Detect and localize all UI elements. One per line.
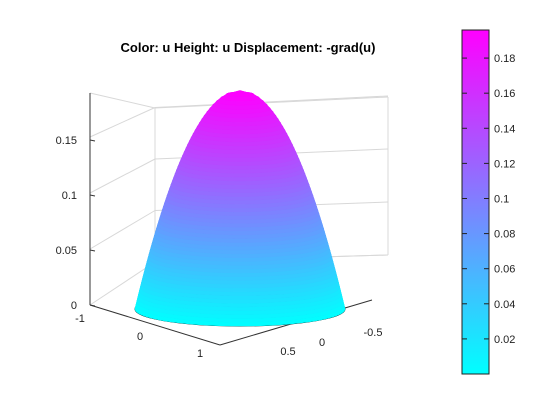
axis-ticks: 00.050.10.15-101 0.50-0.5 [56,135,383,360]
surface [134,90,346,327]
colorbar-tick-label: 0.02 [494,334,515,346]
colorbar-ticks: 0.02 0.04 0.06 0.08 0.1 0.12 0.14 0.16 0.18 [462,53,515,346]
y-tick-label: 0.5 [280,346,295,358]
colorbar: 0.02 0.04 0.06 0.08 0.1 0.12 0.14 0.16 0.18 [461,29,515,375]
colorbar-bar [461,29,490,375]
z-gridline [89,158,156,194]
colorbar-tick-label: 0.12 [494,158,515,170]
x-axis-line [89,304,221,346]
colorbar-tick-label: 0.04 [494,299,515,311]
colorbar-tick-label: 0.08 [494,229,515,241]
x-tick-label: -1 [75,313,85,325]
chart-title: Color: u Height: u Displacement: -grad(u… [121,40,376,55]
colorbar-tick-label: 0.16 [494,88,515,100]
x-tick-label: 0 [137,331,143,343]
z-tick-mark [89,194,96,197]
surface-band [226,90,254,97]
y-tick-label: -0.5 [364,327,383,339]
z-gridline [89,107,156,138]
colorbar-tick-label: 0.14 [494,123,515,135]
box-edge [89,92,156,109]
z-tick-label: 0 [71,300,77,312]
x-tick-label: 1 [197,348,203,360]
box-edge [154,96,389,109]
z-tick-mark [89,249,96,252]
z-tick-mark [89,304,96,307]
z-tick-label: 0.1 [62,190,77,202]
colorbar-tick-label: 0.06 [494,264,515,276]
colorbar-tick-label: 0.18 [494,53,515,65]
z-gridline [89,261,156,306]
z-gridline [154,95,389,108]
z-gridline [89,210,156,250]
z-tick-mark [89,139,96,142]
z-tick-label: 0.05 [56,245,77,257]
colorbar-tick-label: 0.1 [494,193,509,205]
y-tick-label: 0 [319,337,325,349]
z-tick-label: 0.15 [56,135,77,147]
